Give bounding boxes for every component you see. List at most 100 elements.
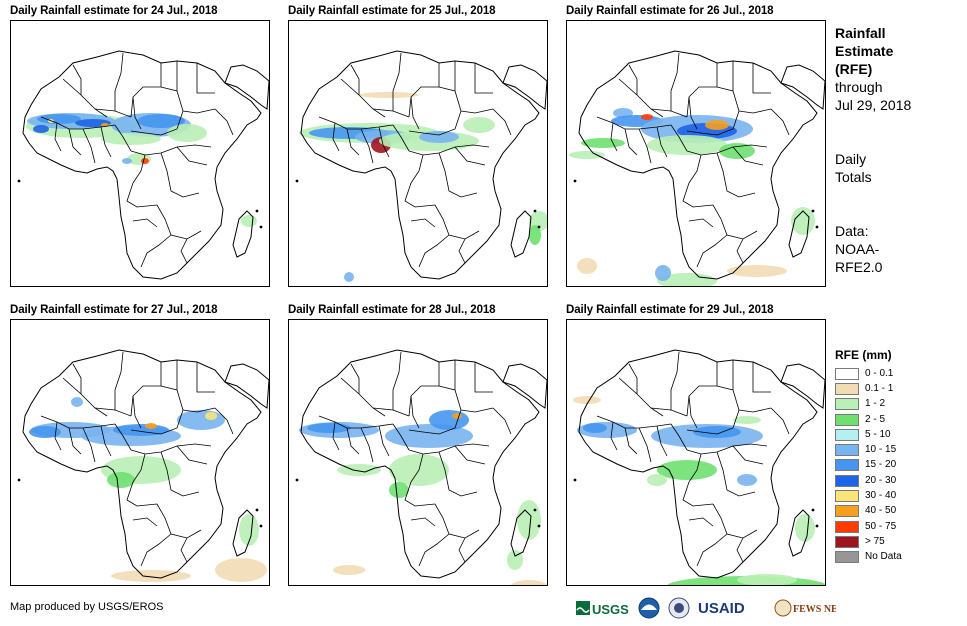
rainfall-area bbox=[569, 151, 605, 159]
legend-item: 0 - 0.1 bbox=[835, 366, 963, 381]
legend-label: 5 - 10 bbox=[865, 428, 891, 440]
legend-swatch bbox=[835, 520, 859, 533]
country-border bbox=[696, 533, 728, 567]
country-border bbox=[688, 517, 714, 527]
country-border bbox=[492, 108, 512, 136]
country-border bbox=[418, 234, 450, 268]
country-border bbox=[638, 128, 652, 164]
rainfall-area bbox=[122, 158, 132, 164]
legend-item: 20 - 30 bbox=[835, 473, 963, 488]
legend-label: 0 - 0.1 bbox=[865, 367, 894, 379]
side-text: NOAA- bbox=[835, 241, 880, 257]
rainfall-area bbox=[177, 410, 225, 430]
rainfall-area bbox=[655, 265, 671, 281]
island bbox=[815, 225, 819, 229]
dhs-seal-logo bbox=[668, 597, 690, 619]
island bbox=[259, 524, 263, 528]
map-panel-29: Daily Rainfall estimate for 29 Jul., 201… bbox=[566, 303, 826, 588]
coastline bbox=[510, 210, 532, 258]
rainfall-area bbox=[510, 580, 547, 585]
country-border bbox=[410, 96, 420, 130]
rainfall-area bbox=[693, 426, 741, 438]
country-border bbox=[160, 152, 200, 198]
rainfall-map bbox=[566, 319, 826, 586]
coastline bbox=[578, 349, 818, 579]
country-border bbox=[132, 395, 142, 429]
country-border bbox=[114, 52, 124, 111]
country-border bbox=[404, 182, 436, 208]
country-border bbox=[408, 144, 490, 156]
country-border bbox=[410, 154, 424, 184]
country-border bbox=[686, 409, 740, 435]
country-border bbox=[350, 363, 360, 394]
usaid-logo: USAID bbox=[698, 600, 745, 617]
map-panel-28: Daily Rainfall estimate for 28 Jul., 201… bbox=[288, 303, 548, 588]
rainfall-area bbox=[647, 135, 727, 155]
country-border bbox=[670, 423, 688, 451]
rainfall-area bbox=[452, 413, 462, 419]
country-border bbox=[130, 144, 212, 156]
rainfall-area bbox=[583, 423, 607, 433]
panel-title: Daily Rainfall estimate for 29 Jul., 201… bbox=[566, 304, 774, 316]
legend-label: 0.1 - 1 bbox=[865, 382, 894, 394]
country-border bbox=[392, 351, 402, 410]
rainfall-map bbox=[288, 20, 548, 287]
country-border bbox=[686, 443, 768, 455]
country-border bbox=[408, 409, 462, 435]
land-shape bbox=[503, 364, 547, 408]
country-border bbox=[72, 64, 82, 95]
side-text: RFE2.0 bbox=[835, 259, 883, 275]
side-text: Totals bbox=[835, 169, 872, 185]
country-border bbox=[610, 421, 618, 451]
country-border bbox=[40, 415, 116, 429]
island bbox=[295, 478, 299, 482]
country-border bbox=[670, 52, 680, 111]
country-border bbox=[454, 146, 486, 166]
country-border bbox=[62, 377, 108, 417]
side-date: Jul 29, 2018 bbox=[835, 97, 912, 113]
rainfall-area bbox=[657, 273, 717, 286]
legend-swatch bbox=[835, 398, 859, 411]
legend-swatch bbox=[835, 551, 859, 564]
country-border bbox=[114, 124, 132, 152]
rainfall-area bbox=[705, 120, 729, 130]
legend-item: 30 - 40 bbox=[835, 488, 963, 503]
coastline bbox=[22, 50, 262, 280]
country-border bbox=[346, 128, 360, 156]
rainfall-area bbox=[737, 574, 797, 585]
island bbox=[537, 225, 541, 229]
country-border bbox=[160, 451, 200, 497]
island bbox=[295, 179, 299, 183]
country-border bbox=[62, 78, 108, 118]
island bbox=[537, 524, 541, 528]
africa-map bbox=[573, 349, 825, 585]
country-border bbox=[410, 395, 420, 429]
country-border bbox=[40, 116, 116, 130]
land-shape bbox=[579, 51, 817, 279]
country-border bbox=[736, 537, 744, 563]
country-border bbox=[408, 63, 440, 118]
legend-label: 2 - 5 bbox=[865, 413, 886, 425]
rainfall-area bbox=[573, 396, 601, 404]
country-border bbox=[732, 445, 764, 465]
legend-label: 1 - 2 bbox=[865, 398, 886, 410]
usgs-logo: USGS bbox=[576, 601, 629, 617]
country-border bbox=[596, 116, 672, 130]
country-border bbox=[132, 96, 142, 130]
coastline bbox=[578, 50, 818, 280]
rainfall-area bbox=[29, 426, 61, 438]
country-border bbox=[624, 128, 638, 156]
country-border bbox=[688, 218, 714, 228]
land-shape bbox=[781, 65, 825, 109]
country-border bbox=[340, 377, 386, 417]
country-border bbox=[140, 234, 172, 268]
country-border bbox=[410, 517, 436, 527]
legend-swatch bbox=[835, 505, 859, 518]
country-border bbox=[196, 362, 215, 393]
country-border bbox=[68, 427, 82, 455]
country-border bbox=[686, 63, 718, 118]
country-border bbox=[114, 351, 124, 410]
country-border bbox=[410, 218, 436, 228]
country-border bbox=[132, 517, 158, 527]
country-border bbox=[180, 537, 188, 563]
